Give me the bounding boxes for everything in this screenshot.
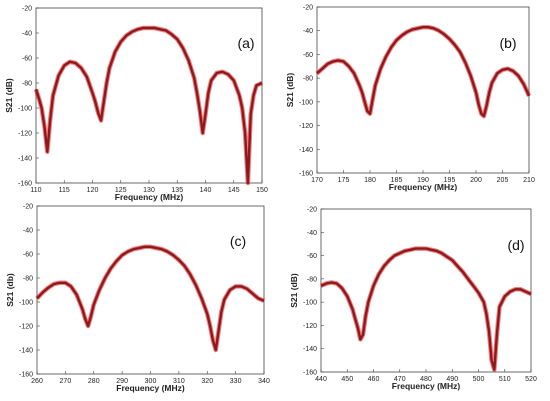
x-tick-label: 140 bbox=[200, 187, 212, 194]
x-tick-label: 340 bbox=[258, 378, 270, 385]
series-line bbox=[316, 26, 531, 118]
y-tick-label: -80 bbox=[307, 276, 317, 283]
y-tick-label: -140 bbox=[299, 147, 313, 154]
y-tick-label: -140 bbox=[303, 346, 317, 353]
y-tick-label: -120 bbox=[303, 323, 317, 330]
y-tick-label: -80 bbox=[22, 81, 32, 88]
y-tick-label: -80 bbox=[23, 276, 33, 283]
y-tick-label: -160 bbox=[18, 181, 32, 188]
panel-label: (c) bbox=[230, 233, 246, 249]
y-tick-label: -100 bbox=[303, 300, 317, 307]
plot-frame bbox=[35, 7, 263, 184]
y-tick-label: -140 bbox=[19, 348, 33, 355]
x-tick-label: 270 bbox=[60, 378, 72, 385]
x-tick-label: 150 bbox=[256, 187, 268, 194]
x-tick-label: 130 bbox=[143, 187, 155, 194]
x-tick-label: 460 bbox=[368, 376, 380, 383]
x-tick-label: 320 bbox=[201, 378, 213, 385]
x-tick-label: 135 bbox=[171, 187, 183, 194]
y-axis-label: S21 (dB) bbox=[4, 78, 14, 113]
x-axis-label: Frequency (MHz) bbox=[392, 381, 461, 391]
x-axis-label: Frequency (MHz) bbox=[115, 192, 184, 202]
y-tick-label: -60 bbox=[22, 56, 32, 63]
series-line bbox=[320, 247, 532, 371]
y-tick-label: -120 bbox=[19, 324, 33, 331]
y-tick-label: -60 bbox=[23, 252, 33, 259]
x-tick-label: 500 bbox=[473, 376, 485, 383]
x-axis-label: Frequency (MHz) bbox=[116, 383, 185, 393]
x-tick-label: 205 bbox=[497, 177, 509, 184]
y-tick-label: -20 bbox=[303, 5, 313, 12]
y-tick-label: -100 bbox=[299, 99, 313, 106]
x-tick-label: 120 bbox=[87, 187, 99, 194]
y-tick-label: -100 bbox=[18, 106, 32, 113]
x-tick-label: 490 bbox=[446, 376, 458, 383]
y-tick-label: -120 bbox=[18, 131, 32, 138]
y-axis-label: S21 (db) bbox=[5, 273, 15, 307]
y-tick-label: -60 bbox=[303, 52, 313, 59]
y-axis-label: S21 (dB) bbox=[289, 273, 299, 308]
x-tick-label: 480 bbox=[420, 376, 432, 383]
x-tick-label: 185 bbox=[391, 177, 403, 184]
y-tick-label: -160 bbox=[19, 372, 33, 379]
panel-label: (d) bbox=[507, 237, 524, 253]
y-tick-label: -160 bbox=[303, 370, 317, 377]
x-tick-label: 510 bbox=[499, 376, 511, 383]
x-tick-label: 470 bbox=[394, 376, 406, 383]
y-tick-label: -120 bbox=[299, 123, 313, 130]
x-tick-label: 280 bbox=[88, 378, 100, 385]
x-tick-label: 520 bbox=[525, 376, 537, 383]
x-tick-label: 330 bbox=[230, 378, 242, 385]
x-tick-label: 190 bbox=[417, 177, 429, 184]
x-tick-label: 310 bbox=[173, 378, 185, 385]
x-tick-label: 175 bbox=[338, 177, 350, 184]
y-tick-label: -140 bbox=[18, 156, 32, 163]
x-tick-label: 200 bbox=[470, 177, 482, 184]
x-tick-label: 145 bbox=[228, 187, 240, 194]
x-tick-label: 450 bbox=[341, 376, 353, 383]
x-tick-label: 180 bbox=[364, 177, 376, 184]
y-tick-label: -20 bbox=[22, 6, 32, 13]
panel-label: (b) bbox=[499, 35, 516, 51]
x-tick-label: 115 bbox=[59, 187, 70, 194]
x-tick-label: 260 bbox=[31, 378, 43, 385]
x-tick-label: 290 bbox=[116, 378, 128, 385]
x-tick-label: 440 bbox=[315, 376, 327, 383]
y-tick-label: -100 bbox=[19, 300, 33, 307]
y-tick-label: -60 bbox=[307, 253, 317, 260]
series-line bbox=[34, 26, 263, 185]
panel-label: (a) bbox=[237, 35, 254, 51]
y-tick-label: -20 bbox=[307, 207, 317, 214]
series-line bbox=[36, 245, 265, 352]
y-tick-label: -20 bbox=[23, 204, 33, 211]
plot-frame bbox=[316, 6, 530, 174]
x-axis-label: Frequency (MHz) bbox=[389, 182, 458, 192]
x-tick-label: 210 bbox=[523, 177, 535, 184]
y-tick-label: -40 bbox=[23, 228, 33, 235]
x-tick-label: 300 bbox=[145, 378, 157, 385]
y-tick-label: -80 bbox=[303, 76, 313, 83]
x-tick-label: 170 bbox=[311, 177, 323, 184]
y-tick-label: -40 bbox=[307, 230, 317, 237]
x-tick-label: 125 bbox=[115, 187, 127, 194]
x-tick-label: 195 bbox=[444, 177, 456, 184]
y-axis-label: S21 (dB) bbox=[285, 73, 295, 108]
y-tick-label: -40 bbox=[22, 31, 32, 38]
y-tick-label: -40 bbox=[303, 28, 313, 35]
x-tick-label: 110 bbox=[30, 187, 41, 194]
plot-frame bbox=[320, 208, 532, 373]
y-tick-label: -160 bbox=[299, 171, 313, 178]
